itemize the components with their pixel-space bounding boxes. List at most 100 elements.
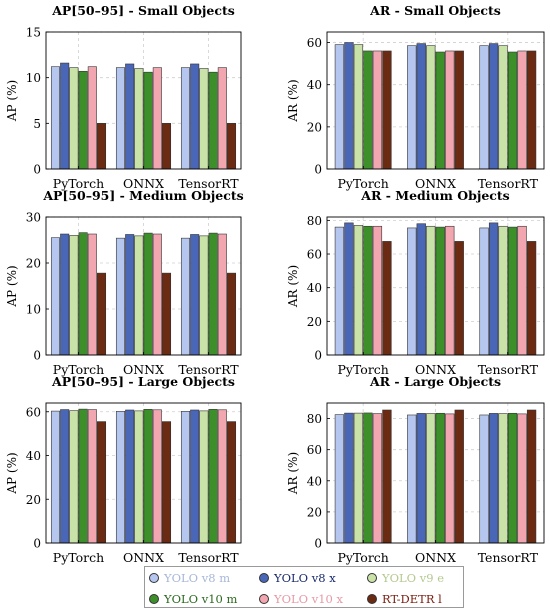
x-tick-label: TensorRT: [178, 550, 239, 565]
bar-rt-detr-l-pytorch: [382, 241, 392, 356]
bar-yolo-v10-m-tensorrt: [507, 51, 518, 170]
bar-yolo-v10-x-onnx: [445, 225, 455, 356]
legend-swatch: [367, 593, 377, 604]
bar-yolo-v10-m-pytorch: [363, 50, 373, 170]
bar-yolo-v8-x-pytorch: [60, 62, 70, 170]
bar-yolo-v8-x-tensorrt: [190, 63, 200, 170]
bar-yolo-v10-x-pytorch: [372, 225, 383, 356]
y-tick-label: 80: [307, 214, 322, 228]
y-tick-label: 0: [33, 537, 41, 551]
bar-yolo-v8-m-pytorch: [334, 226, 345, 356]
bar-yolo-v10-x-pytorch: [372, 413, 383, 544]
legend: YOLO v8 m YOLO v8 x YOLO v9 e YOLO v10 m…: [144, 566, 464, 608]
bar-yolo-v8-m-tensorrt: [180, 237, 190, 356]
bar-yolo-v8-m-onnx: [407, 45, 417, 170]
bar-yolo-v8-m-onnx: [115, 67, 125, 170]
bar-yolo-v8-x-pytorch: [344, 42, 354, 170]
bar-yolo-v9-e-tensorrt: [498, 413, 508, 544]
bar-yolo-v8-m-tensorrt: [479, 227, 489, 356]
bar-yolo-v10-m-tensorrt: [507, 412, 518, 544]
bar-yolo-v9-e-pytorch: [69, 410, 79, 544]
y-tick-label: 40: [26, 449, 41, 463]
y-tick-label: 10: [26, 71, 41, 85]
bar-yolo-v9-e-pytorch: [353, 412, 364, 544]
bar-rt-detr-l-tensorrt: [227, 421, 237, 544]
bar-yolo-v9-e-pytorch: [353, 44, 364, 170]
bar-yolo-v9-e-onnx: [426, 413, 436, 544]
bar-yolo-v9-e-onnx: [134, 235, 144, 356]
legend-entry-yolo-v8-m: YOLO v8 m: [149, 567, 259, 588]
x-tick-label: TensorRT: [478, 550, 539, 565]
bar-rt-detr-l-tensorrt: [526, 241, 537, 356]
y-tick-label: 60: [307, 443, 322, 457]
bar-yolo-v9-e-onnx: [426, 225, 436, 356]
bar-yolo-v10-m-tensorrt: [507, 226, 518, 356]
bar-yolo-v10-x-onnx: [152, 409, 162, 544]
y-tick-label: 10: [26, 303, 41, 317]
y-tick-label: 40: [307, 281, 322, 295]
bar-yolo-v10-x-tensorrt: [217, 67, 227, 170]
legend-swatch: [149, 593, 159, 604]
y-tick-label: 0: [314, 349, 322, 363]
y-tick-label: 20: [26, 257, 41, 271]
y-tick-label: 0: [33, 163, 41, 177]
chart-panel-4: AR - Medium Objects AR (%) 0 20 40 60 80 PyTorc…: [286, 188, 545, 377]
legend-swatch: [259, 572, 269, 583]
y-tick-label: 20: [307, 505, 322, 519]
y-tick-label: 0: [33, 349, 41, 363]
bar-yolo-v8-m-tensorrt: [479, 414, 489, 544]
x-tick-label: TensorRT: [478, 176, 539, 191]
bar-rt-detr-l-pytorch: [382, 409, 392, 544]
legend-entry-yolo-v9-e: YOLO v9 e: [367, 567, 467, 588]
bar-yolo-v9-e-tensorrt: [199, 410, 209, 544]
chart-title: AP[50–95] - Small Objects: [51, 3, 235, 18]
chart-panel-1: AP[50–95] - Small Objects AP (%) 0 5 10 15 PyT…: [5, 3, 242, 191]
bar-yolo-v8-m-tensorrt: [180, 67, 190, 170]
chart-title: AP[50–95] - Large Objects: [51, 374, 235, 389]
chart-panel-3: AP[50–95] - Medium Objects AP (%) 0 10 20 30 P…: [5, 188, 244, 377]
bar-yolo-v8-m-tensorrt: [479, 45, 489, 170]
bar-rt-detr-l-tensorrt: [526, 409, 537, 544]
legend-label: YOLO v10 m: [164, 591, 238, 606]
bar-yolo-v8-x-tensorrt: [488, 413, 499, 544]
legend-label: YOLO v8 m: [164, 570, 231, 585]
legend-entry-yolo-v10-x: YOLO v10 x: [259, 588, 367, 609]
x-tick-label: PyTorch: [337, 550, 388, 565]
x-tick-label: ONNX: [123, 176, 164, 191]
x-tick-label: TensorRT: [478, 362, 539, 377]
y-tick-label: 20: [26, 493, 41, 507]
bar-yolo-v8-x-tensorrt: [190, 409, 200, 544]
legend-swatch: [259, 593, 269, 604]
x-tick-label: ONNX: [123, 362, 164, 377]
y-tick-label: 0: [314, 537, 322, 551]
bar-yolo-v8-x-pytorch: [60, 409, 70, 544]
y-tick-label: 60: [307, 248, 322, 262]
bar-yolo-v10-m-tensorrt: [208, 232, 218, 356]
chart-panel-6: AR - Large Objects AR (%) 0 20 40 60 80 PyTorch…: [286, 374, 545, 565]
bar-yolo-v8-x-pytorch: [60, 233, 70, 356]
bar-yolo-v10-x-onnx: [152, 67, 162, 170]
y-tick-label: 15: [26, 26, 41, 40]
legend-entry-yolo-v10-m: YOLO v10 m: [149, 588, 259, 609]
y-tick-label: 80: [307, 412, 322, 426]
bar-yolo-v9-e-tensorrt: [498, 45, 508, 170]
y-axis-label: AP (%): [5, 452, 19, 494]
bar-yolo-v10-m-pytorch: [363, 412, 373, 544]
bar-yolo-v10-x-pytorch: [87, 233, 97, 356]
bar-yolo-v10-m-pytorch: [78, 232, 88, 356]
bar-yolo-v8-x-pytorch: [344, 222, 354, 356]
bar-yolo-v10-m-tensorrt: [208, 71, 218, 170]
legend-entry-yolo-v8-x: YOLO v8 x: [259, 567, 367, 588]
y-axis-label: AP (%): [5, 80, 19, 122]
bar-yolo-v10-x-onnx: [152, 233, 162, 356]
bar-yolo-v10-m-onnx: [435, 226, 445, 356]
chart-title: AR - Small Objects: [369, 3, 501, 18]
bar-yolo-v8-x-onnx: [125, 234, 135, 356]
x-tick-label: PyTorch: [337, 176, 388, 191]
bar-rt-detr-l-pytorch: [97, 421, 107, 544]
bar-yolo-v10-x-pytorch: [372, 50, 383, 170]
y-tick-label: 5: [33, 117, 41, 131]
bar-rt-detr-l-onnx: [454, 409, 464, 544]
chart-title: AP[50–95] - Medium Objects: [42, 188, 243, 203]
bar-yolo-v8-x-onnx: [125, 409, 135, 544]
